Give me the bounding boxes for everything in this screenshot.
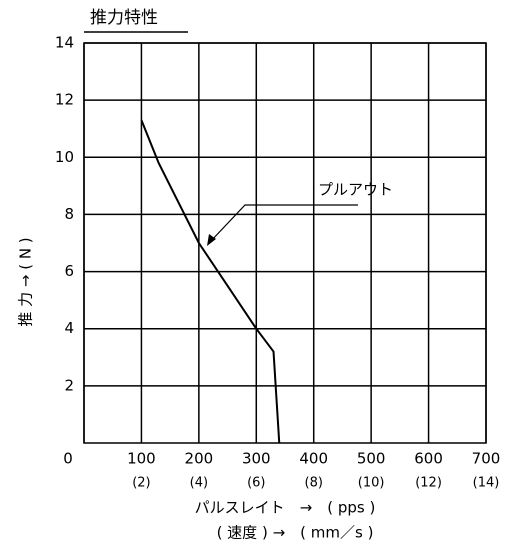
x2-tick-label: (6)	[247, 476, 265, 491]
x2-tick-label: (2)	[132, 476, 150, 491]
x-tick-label: 700	[472, 450, 501, 468]
y-tick-label: 6	[64, 262, 74, 280]
x-tick-label: 600	[414, 450, 443, 468]
x2-tick-label: (14)	[473, 476, 500, 491]
y-tick-label: 2	[64, 376, 74, 394]
chart-title: 推力特性	[90, 8, 158, 28]
annotation-arrowhead	[207, 234, 216, 246]
x-tick-label: 400	[299, 450, 328, 468]
x-tick-label: 100	[127, 450, 156, 468]
x2-tick-label: (12)	[415, 476, 442, 491]
x-axis-label-2: ( 速度 ) → ( mm／s )	[217, 524, 374, 542]
plot-frame	[83, 42, 487, 444]
x-tick-label: 300	[242, 450, 271, 468]
y-tick-label: 12	[55, 91, 74, 109]
y-axis-label: 推 力 → ( N )	[17, 237, 35, 326]
y-tick-label: 14	[55, 34, 74, 52]
annotation: プルアウト	[318, 181, 393, 199]
y-tick-label: 8	[64, 205, 74, 223]
data-line	[140, 119, 281, 444]
x-tick-label: 0	[63, 450, 73, 468]
y-tick-label: 4	[64, 319, 74, 337]
x-tick-label: 500	[357, 450, 386, 468]
x2-tick-label: (10)	[358, 476, 385, 491]
x-tick-label: 200	[185, 450, 214, 468]
x2-tick-label: (4)	[190, 476, 208, 491]
x-axis-label: パルスレイト → ( pps )	[195, 499, 376, 517]
x2-tick-label: (8)	[305, 476, 323, 491]
y-tick-label: 10	[55, 148, 74, 166]
annotation-leader	[209, 204, 358, 243]
